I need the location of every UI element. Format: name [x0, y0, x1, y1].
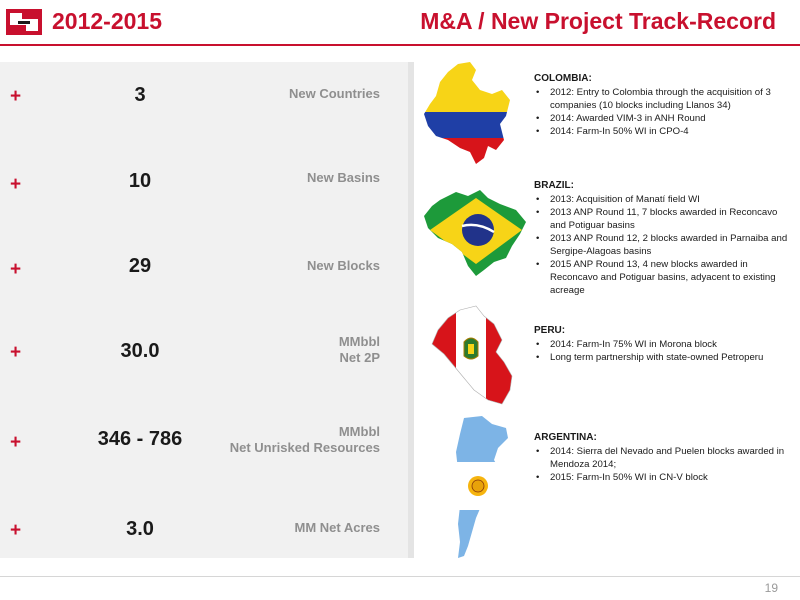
stat-label: New Countries	[288, 86, 380, 101]
colombia-flag-map-icon	[424, 62, 510, 164]
plus-sign: +	[10, 174, 22, 195]
stat-label: New Blocks	[307, 258, 380, 273]
peru-section: PERU: 2014: Farm-In 75% WI in Morona blo…	[534, 324, 790, 364]
stat-label: MM Net Acres	[294, 520, 380, 535]
stats-panel-edge	[408, 62, 414, 558]
plus-sign: +	[10, 432, 22, 453]
bullet-item: 2014: Farm-In 75% WI in Morona block	[536, 338, 790, 351]
stat-label: MMbbl Net Unrisked Resources	[230, 424, 380, 456]
stat-label-line2: Net 2P	[339, 350, 380, 365]
brazil-section: BRAZIL: 2013: Acquisition of Manatí fiel…	[534, 179, 790, 297]
stat-label-line1: MMbbl	[338, 334, 380, 349]
header-divider	[0, 44, 800, 46]
bullet-item: 2014: Sierra del Nevado and Puelen block…	[536, 445, 790, 471]
footer-divider	[0, 576, 800, 577]
country-title: BRAZIL:	[534, 180, 574, 191]
page-number: 19	[764, 581, 778, 595]
stat-value: 29	[128, 255, 152, 277]
stat-label-line2: Net Unrisked Resources	[229, 440, 380, 455]
plus-sign: +	[10, 342, 22, 363]
country-title: COLOMBIA:	[534, 73, 592, 84]
slide-header: 2012-2015 M&A / New Project Track-Record	[0, 0, 800, 46]
country-bullets: 2014: Sierra del Nevado and Puelen block…	[534, 445, 790, 484]
country-title: ARGENTINA:	[534, 432, 597, 443]
company-logo	[6, 9, 42, 35]
plus-sign: +	[10, 520, 22, 541]
country-bullets: 2012: Entry to Colombia through the acqu…	[534, 86, 790, 138]
bullet-item: 2014: Farm-In 50% WI in CPO-4	[536, 125, 790, 138]
period-title: 2012-2015	[52, 8, 162, 34]
stat-label-line1: MMbbl	[338, 424, 380, 439]
bullet-item: 2012: Entry to Colombia through the acqu…	[536, 86, 790, 112]
country-title: PERU:	[534, 325, 566, 336]
bullet-item: 2013 ANP Round 11, 7 blocks awarded in R…	[536, 206, 790, 232]
stat-label: MMbbl Net 2P	[339, 334, 380, 366]
stat-value: 30.0	[120, 340, 160, 362]
slide-title: M&A / New Project Track-Record	[420, 8, 776, 34]
plus-sign: +	[10, 259, 22, 280]
bullet-item: 2014: Awarded VIM-3 in ANH Round	[536, 112, 790, 125]
country-bullets: 2013: Acquisition of Manatí field WI 201…	[534, 193, 790, 297]
bullet-item: 2013: Acquisition of Manatí field WI	[536, 193, 790, 206]
bullet-item: Long term partnership with state-owned P…	[536, 351, 790, 364]
stats-panel	[0, 62, 408, 558]
argentina-flag-map-icon	[456, 416, 508, 558]
stat-value: 3.0	[126, 518, 154, 540]
stat-value: 3	[134, 84, 146, 106]
bullet-item: 2013 ANP Round 12, 2 blocks awarded in P…	[536, 232, 790, 258]
brazil-flag-map-icon	[424, 190, 526, 276]
colombia-section: COLOMBIA: 2012: Entry to Colombia throug…	[534, 72, 790, 138]
stat-value: 346 - 786	[97, 428, 183, 450]
country-bullets: 2014: Farm-In 75% WI in Morona block Lon…	[534, 338, 790, 364]
plus-sign: +	[10, 86, 22, 107]
stat-value: 10	[128, 170, 152, 192]
stat-label: New Basins	[307, 170, 380, 185]
argentina-section: ARGENTINA: 2014: Sierra del Nevado and P…	[534, 431, 790, 484]
bullet-item: 2015 ANP Round 13, 4 new blocks awarded …	[536, 258, 790, 297]
bullet-item: 2015: Farm-In 50% WI in CN-V block	[536, 471, 790, 484]
peru-flag-map-icon	[431, 305, 513, 405]
